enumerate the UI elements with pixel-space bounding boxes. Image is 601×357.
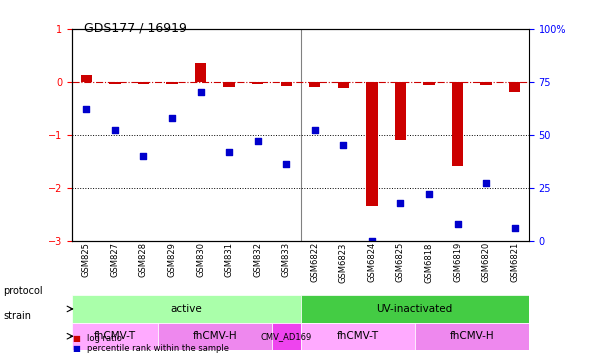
Bar [509, 82, 520, 92]
Text: UV-inactivated: UV-inactivated [377, 304, 453, 314]
Text: fhCMV-T: fhCMV-T [94, 331, 136, 341]
Point [424, 191, 434, 197]
Text: fhCMV-T: fhCMV-T [337, 331, 379, 341]
Point [310, 127, 320, 133]
Text: ■: ■ [72, 334, 80, 343]
Text: fhCMV-H: fhCMV-H [450, 331, 494, 341]
Text: log ratio: log ratio [87, 334, 122, 343]
Point [481, 181, 491, 186]
Point [367, 238, 377, 243]
Bar [480, 82, 492, 85]
Point [338, 142, 348, 148]
Point [110, 127, 120, 133]
Text: protocol: protocol [3, 286, 43, 296]
Bar [452, 82, 463, 166]
Bar [423, 82, 435, 85]
FancyBboxPatch shape [272, 323, 300, 350]
Bar [252, 82, 263, 84]
Bar [166, 82, 178, 84]
Bar [281, 82, 292, 86]
FancyBboxPatch shape [157, 323, 272, 350]
FancyBboxPatch shape [300, 295, 529, 323]
Point [253, 138, 263, 144]
Point [139, 153, 148, 159]
FancyBboxPatch shape [72, 295, 300, 323]
Point [82, 106, 91, 112]
Text: GDS177 / 16919: GDS177 / 16919 [84, 21, 187, 34]
Point [196, 89, 206, 95]
Bar [309, 82, 320, 87]
Bar [395, 82, 406, 140]
Point [167, 115, 177, 121]
Bar [138, 82, 149, 84]
Bar [224, 82, 235, 87]
Text: percentile rank within the sample: percentile rank within the sample [87, 345, 229, 353]
Point [395, 200, 405, 205]
Text: ■: ■ [72, 345, 80, 353]
Point [453, 221, 462, 227]
Point [510, 225, 519, 231]
Text: strain: strain [3, 311, 31, 321]
Bar [81, 75, 92, 82]
Bar [195, 63, 206, 82]
Bar [109, 82, 121, 84]
Point [224, 149, 234, 155]
Point [281, 161, 291, 167]
FancyBboxPatch shape [300, 323, 415, 350]
Text: fhCMV-H: fhCMV-H [192, 331, 237, 341]
Text: CMV_AD169: CMV_AD169 [261, 332, 312, 341]
FancyBboxPatch shape [415, 323, 529, 350]
Bar [338, 82, 349, 88]
Text: active: active [171, 304, 202, 314]
FancyBboxPatch shape [72, 323, 157, 350]
Bar [366, 82, 377, 206]
